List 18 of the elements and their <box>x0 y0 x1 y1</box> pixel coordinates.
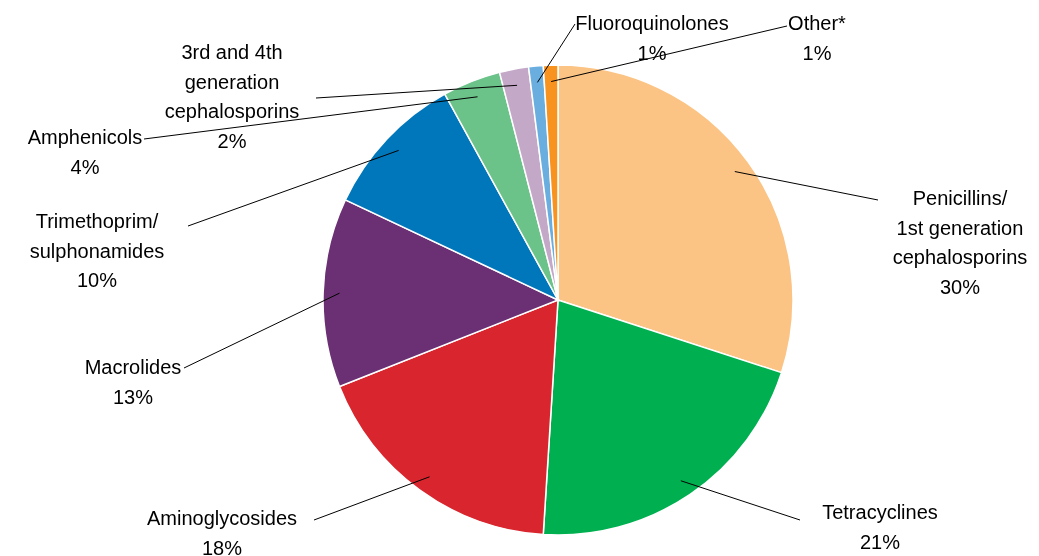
slice-label: Macrolides <box>84 356 182 378</box>
slice-label: Trimethoprim/ sulphonamides <box>29 210 165 262</box>
slice-label: Penicillins/ 1st generation cephalosporins <box>892 187 1028 268</box>
data-label: 21% <box>859 530 901 553</box>
slice-label: Fluoroquinolones <box>575 12 729 34</box>
slice-label: Other* <box>788 12 847 34</box>
slice-label: Aminoglycosides <box>146 507 298 529</box>
data-label: 10% <box>76 269 118 291</box>
slice-label: 3rd and 4th generation cephalosporins <box>164 41 300 122</box>
data-label: 13% <box>112 385 154 408</box>
slice-label: Amphenicols <box>27 126 143 148</box>
data-label: 1% <box>802 41 832 64</box>
data-label: 4% <box>70 155 100 178</box>
data-label: 30% <box>939 275 981 298</box>
data-label: 18% <box>201 536 243 556</box>
slice-label: Tetracyclines <box>822 501 938 523</box>
data-label: 2% <box>217 129 247 152</box>
data-label: 1% <box>637 41 667 64</box>
